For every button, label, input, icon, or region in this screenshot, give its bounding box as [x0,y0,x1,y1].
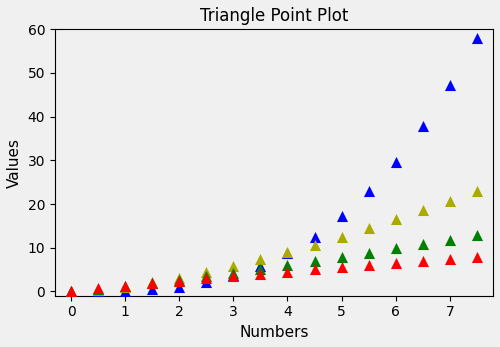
Point [121,284,129,289]
X-axis label: Numbers: Numbers [239,325,308,340]
Point [121,283,129,289]
Point [473,254,481,259]
Point [202,273,210,279]
Point [121,288,129,294]
Point [364,189,372,194]
Point [94,289,102,294]
Point [202,279,210,285]
Point [418,208,426,213]
Point [310,266,318,272]
Point [392,159,400,164]
Point [284,269,292,274]
Point [230,272,237,278]
Point [338,234,345,239]
Point [176,278,184,283]
Point [148,280,156,286]
Point [310,234,318,239]
Point [284,250,292,256]
Point [94,286,102,291]
Point [121,283,129,288]
Point [256,266,264,272]
Point [67,289,75,294]
Point [94,287,102,293]
Point [338,264,345,270]
Point [148,280,156,285]
Title: Triangle Point Plot: Triangle Point Plot [200,7,348,25]
Point [230,263,237,269]
Point [284,262,292,268]
Y-axis label: Values: Values [7,137,22,187]
Point [230,273,237,279]
Point [446,237,454,242]
Point [338,213,345,219]
Point [94,286,102,292]
Point [418,258,426,264]
Point [256,271,264,277]
Point [256,256,264,262]
Point [310,242,318,247]
Point [176,284,184,289]
Point [67,289,75,294]
Point [202,269,210,275]
Point [176,277,184,283]
Point [310,258,318,264]
Point [364,262,372,268]
Point [338,254,345,260]
Point [446,83,454,88]
Point [148,280,156,286]
Point [176,275,184,280]
Point [256,263,264,269]
Point [418,241,426,247]
Point [202,276,210,281]
Point [446,198,454,204]
Point [392,217,400,222]
Point [418,124,426,129]
Point [148,287,156,292]
Point [364,250,372,255]
Point [364,226,372,231]
Point [67,289,75,294]
Point [67,289,75,294]
Point [473,188,481,194]
Point [392,260,400,266]
Point [446,256,454,261]
Point [284,249,292,255]
Point [392,245,400,251]
Point [473,232,481,238]
Point [473,35,481,41]
Point [230,270,237,276]
